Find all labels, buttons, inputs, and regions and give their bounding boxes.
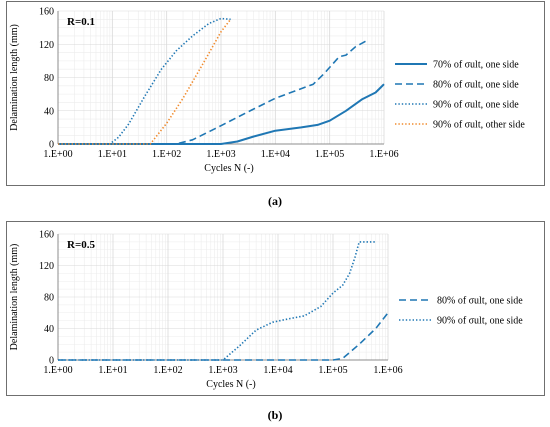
legend: 70% of σult, one side 80% of σult, one si…: [395, 60, 525, 131]
x-tick-label: 1.E+01: [98, 365, 127, 376]
y-tick-label: 40: [44, 106, 54, 117]
series-line: [58, 17, 231, 145]
y-tick-label: 80: [44, 73, 54, 84]
series-line: [58, 83, 385, 145]
series-line: [58, 241, 376, 361]
legend-entry: 80% of σult, one side: [437, 296, 523, 307]
caption-b: (b): [267, 408, 283, 422]
chart-panel-b: 1.E+00 1.E+01 1.E+02 1.E+03 1.E+04 1.E+05 1.E+…: [6, 221, 545, 396]
chart-a: 1.E+00 1.E+01 1.E+02 1.E+03 1.E+04 1.E+05 1.E+…: [9, 7, 525, 175]
y-tick-label: 80: [44, 293, 54, 304]
legend-entry: 70% of σult, one side: [433, 60, 519, 71]
x-tick-label: 1.E+00: [43, 149, 72, 160]
chart-annotation: R=0.5: [67, 239, 95, 251]
legend-entry: 80% of σult, one side: [433, 80, 519, 91]
legend-entry: 90% of σult, one side: [433, 100, 519, 111]
y-tick-label: 0: [49, 140, 54, 151]
x-tick-label: 1.E+00: [43, 365, 72, 376]
x-tick-label: 1.E+06: [369, 149, 398, 160]
x-tick-label: 1.E+03: [206, 149, 235, 160]
y-axis-label: Delamination length (mm): [9, 244, 20, 351]
chart-panel-a: 1.E+00 1.E+01 1.E+02 1.E+03 1.E+04 1.E+05 1.E+…: [6, 1, 545, 186]
x-tick-label: 1.E+02: [152, 149, 181, 160]
y-tick-label: 160: [39, 7, 54, 18]
series-line: [58, 18, 232, 145]
y-tick-label: 120: [39, 40, 54, 51]
legend: 80% of σult, one side 90% of σult, one si…: [399, 296, 523, 327]
x-tick-label: 1.E+05: [315, 149, 344, 160]
series-line: [58, 39, 368, 145]
x-axis-label: Cycles N (-): [204, 163, 253, 174]
y-tick-label: 0: [49, 356, 54, 367]
chart-b: 1.E+00 1.E+01 1.E+02 1.E+03 1.E+04 1.E+05 1.E+…: [9, 230, 523, 391]
series-line: [58, 312, 389, 361]
y-tick-label: 120: [39, 261, 54, 272]
x-tick-label: 1.E+04: [263, 365, 292, 376]
x-tick-label: 1.E+03: [208, 365, 237, 376]
x-axis-label: Cycles N (-): [206, 379, 255, 390]
legend-entry: 90% of σult, other side: [433, 120, 525, 131]
x-tick-label: 1.E+02: [153, 365, 182, 376]
y-axis-label: Delamination length (mm): [9, 24, 20, 131]
legend-entry: 90% of σult, one side: [437, 316, 523, 327]
chart-annotation: R=0.1: [67, 16, 95, 28]
x-tick-label: 1.E+06: [373, 365, 402, 376]
grid: [57, 233, 389, 361]
x-tick-label: 1.E+01: [98, 149, 127, 160]
y-tick-label: 160: [39, 230, 54, 241]
y-tick-label: 40: [44, 324, 54, 335]
grid: [57, 10, 385, 145]
x-tick-label: 1.E+04: [261, 149, 290, 160]
caption-a: (a): [268, 194, 282, 208]
x-tick-label: 1.E+05: [318, 365, 347, 376]
